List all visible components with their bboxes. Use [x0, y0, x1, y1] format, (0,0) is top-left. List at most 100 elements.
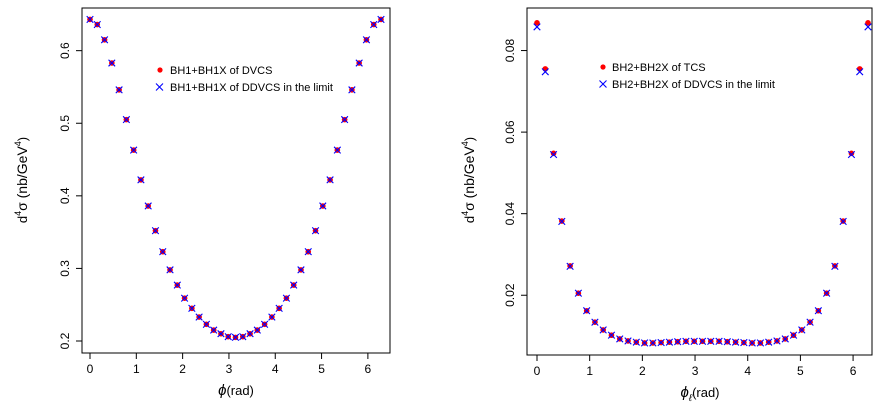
data-point-cross — [224, 332, 232, 341]
x-tick-label: 4 — [744, 364, 751, 378]
y-tick-label: 0.5 — [58, 115, 72, 132]
x-tick-label: 6 — [850, 364, 857, 378]
y-axis-left: 0.2 0.3 0.4 0.5 0.6 — [58, 42, 82, 349]
data-point-cross — [108, 59, 116, 67]
data-point-cross — [100, 36, 109, 44]
data-point-dot — [542, 66, 549, 72]
data-point-cross — [665, 338, 674, 346]
data-point-cross — [202, 320, 211, 328]
x-tick-label: 2 — [179, 362, 186, 376]
y-axis-title-right: d4σ (nb/GeV4) — [460, 137, 477, 223]
data-point-cross — [209, 326, 218, 334]
x-tick-label: 4 — [272, 362, 279, 376]
y-axis-title-left: d4σ (nb/GeV4) — [13, 137, 30, 223]
data-point-cross — [188, 304, 196, 313]
x-tick-label: 1 — [586, 364, 593, 378]
x-axis-unit: (rad) — [692, 385, 719, 400]
data-point-cross — [756, 339, 765, 347]
data-point-cross — [698, 337, 707, 346]
plot-frame-right — [526, 7, 873, 356]
data-point-cross — [566, 262, 574, 270]
y-tick-label: 0.04 — [503, 202, 517, 226]
legend-marker-cross — [155, 83, 164, 91]
plot-frame-left — [81, 7, 391, 354]
data-point-cross — [239, 332, 247, 341]
data-point-cross — [541, 68, 549, 76]
data-point-cross — [599, 326, 607, 334]
data-points-right — [533, 20, 872, 347]
x-tick-label: 3 — [692, 364, 699, 378]
x-tick-label: 0 — [87, 362, 94, 376]
data-point-cross — [180, 294, 189, 302]
data-point-dot — [534, 20, 540, 26]
x-axis-unit: (rad) — [226, 383, 253, 398]
data-point-cross — [533, 23, 541, 31]
y-tick-label: 0.06 — [503, 120, 517, 144]
data-point-cross — [657, 338, 665, 347]
data-point-cross — [748, 339, 756, 347]
data-point-cross — [549, 150, 558, 159]
data-point-cross — [715, 337, 723, 346]
data-point-cross — [707, 337, 715, 346]
data-point-cross — [731, 338, 740, 346]
x-tick-label: 3 — [226, 362, 233, 376]
x-axis-symbol: ϕ — [680, 384, 688, 401]
data-point-cross — [231, 333, 240, 342]
data-point-cross — [144, 202, 152, 210]
data-point-cross — [831, 262, 839, 270]
data-point-cross — [640, 339, 649, 347]
y-tick-label: 0.02 — [503, 283, 517, 307]
data-point-cross — [173, 281, 181, 289]
legend-label-series-1: BH1+BH1X of DVCS — [170, 65, 272, 77]
x-tick-label: 5 — [318, 362, 325, 376]
data-point-cross — [137, 176, 145, 184]
data-point-cross — [847, 150, 856, 159]
data-point-cross — [297, 266, 305, 274]
data-point-dot — [856, 66, 863, 72]
data-point-cross — [574, 289, 583, 297]
data-point-cross — [616, 335, 624, 343]
data-point-cross — [682, 337, 690, 346]
y-tick-label: 0.4 — [58, 187, 72, 204]
data-point-cross — [649, 339, 657, 347]
x-tick-label: 6 — [365, 362, 372, 376]
legend-marker-dot — [600, 64, 606, 70]
legend-label-series-1: BH2+BH2X of TCS — [612, 62, 706, 74]
chart-right: 0 1 2 3 4 5 6 0.02 0.04 0.06 0.08 BH2+BH2X of TCS… — [460, 7, 873, 404]
y-axis-right: 0.02 0.04 0.06 0.08 — [503, 39, 527, 307]
legend-label-series-2: BH2+BH2X of DDVCS in the limit — [612, 79, 775, 91]
x-axis-subscript: ℓ — [688, 393, 693, 404]
data-point-cross — [260, 320, 269, 328]
data-point-cross — [789, 331, 798, 339]
data-point-cross — [86, 15, 94, 24]
legend-left: BH1+BH1X of DVCS BH1+BH1X of DDVCS in th… — [155, 65, 333, 94]
chart-left: 0 1 2 3 4 5 6 0.2 0.3 0.4 0.5 0.6 BH1+BH1X of DVCS… — [13, 7, 391, 399]
data-point-cross — [370, 20, 378, 29]
data-point-cross — [607, 331, 616, 339]
y-tick-label: 0.08 — [503, 39, 517, 63]
data-point-cross — [798, 326, 806, 334]
data-point-dot — [865, 20, 871, 26]
data-point-cross — [268, 313, 276, 321]
legend-label-series-2: BH1+BH1X of DDVCS in the limit — [170, 82, 333, 94]
data-point-cross — [122, 115, 131, 124]
data-point-cross — [558, 217, 566, 226]
legend-marker-cross — [599, 80, 607, 88]
data-point-cross — [362, 36, 371, 44]
data-point-cross — [304, 248, 312, 256]
data-point-dot — [550, 150, 557, 157]
data-point-cross — [275, 304, 283, 313]
data-point-cross — [814, 307, 823, 315]
data-point-cross — [195, 313, 203, 321]
x-axis-right: 0 1 2 3 4 5 6 — [534, 355, 857, 378]
data-point-cross — [93, 20, 101, 29]
data-point-cross — [723, 338, 732, 346]
x-axis-symbol: ϕ — [218, 382, 226, 399]
data-point-cross — [839, 217, 847, 226]
data-point-cross — [673, 338, 682, 346]
x-axis-title-left: ϕ(rad) — [218, 382, 254, 399]
data-point-cross — [340, 115, 349, 124]
data-point-cross — [765, 338, 773, 346]
data-point-cross — [632, 338, 640, 346]
